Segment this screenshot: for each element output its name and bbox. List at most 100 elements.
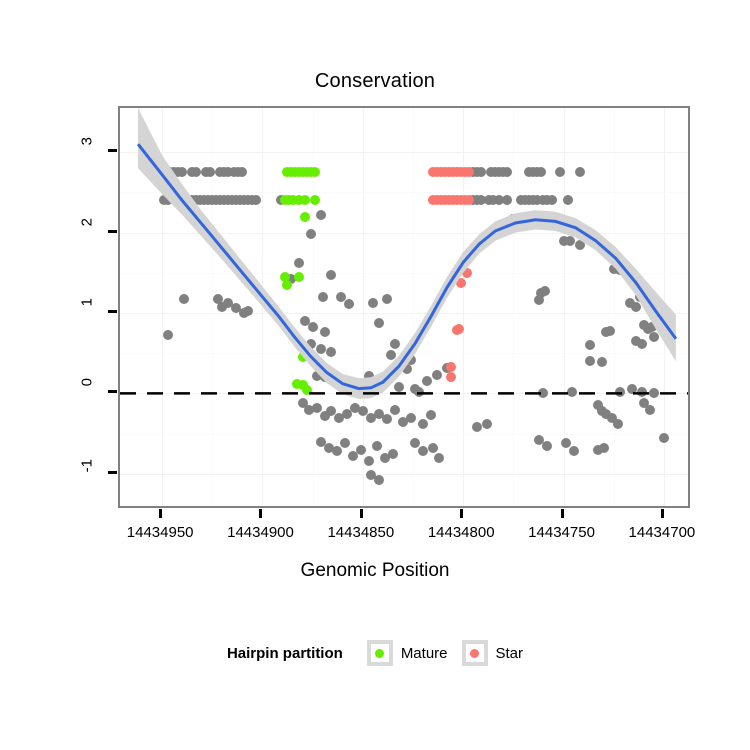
plot-area: [120, 108, 688, 506]
data-point-other: [377, 378, 388, 389]
x-tick-mark: [259, 509, 263, 518]
data-point-other: [634, 291, 645, 302]
data-point-other: [406, 412, 417, 423]
data-point-other: [315, 436, 326, 447]
data-point-other: [568, 446, 579, 457]
data-point-other: [598, 443, 609, 454]
data-point-mature: [299, 212, 310, 223]
data-point-mature: [293, 338, 304, 349]
legend-key: [366, 640, 393, 666]
gridline-vert: [262, 108, 264, 506]
data-point-other: [307, 322, 318, 333]
x-tick-label: 14434700: [628, 524, 696, 541]
x-tick-mark: [159, 509, 163, 518]
data-point-other: [542, 441, 553, 452]
x-tick-label: 14434750: [528, 524, 595, 541]
data-point-other: [428, 443, 439, 454]
data-point-other: [540, 286, 551, 297]
data-point-other: [418, 446, 429, 457]
data-point-other: [297, 398, 308, 409]
gridline-horz: [120, 232, 688, 234]
legend-label: Star: [495, 644, 524, 662]
data-point-other: [319, 410, 330, 421]
data-point-other: [508, 213, 519, 224]
y-tick-label: 0: [78, 378, 96, 387]
data-point-other: [626, 384, 637, 395]
x-tick-mark: [460, 509, 464, 518]
data-point-other: [638, 398, 649, 409]
data-point-other: [648, 388, 659, 399]
x-tick-label: 14434800: [427, 524, 495, 541]
data-point-other: [341, 408, 352, 419]
data-point-other: [191, 166, 202, 177]
gridline-horz: [120, 272, 688, 274]
data-point-other: [237, 166, 248, 177]
data-point-mature: [309, 195, 320, 206]
data-point-other: [410, 438, 421, 449]
x-tick-label: 14434900: [227, 524, 294, 541]
data-point-other: [574, 239, 585, 250]
legend-entry-star[interactable]: Star: [461, 640, 524, 666]
data-point-other: [620, 262, 631, 273]
data-point-other: [305, 338, 316, 349]
data-point-other: [349, 402, 360, 413]
y-tick-label: 3: [78, 137, 96, 146]
data-point-other: [177, 166, 188, 177]
data-point-other: [476, 166, 487, 177]
data-point-other: [365, 470, 376, 481]
data-point-mature: [293, 271, 304, 282]
data-point-other: [381, 294, 392, 305]
data-point-other: [614, 386, 625, 397]
data-point-other: [502, 195, 513, 206]
gridline-horz: [120, 152, 688, 154]
data-point-other: [315, 344, 326, 355]
data-point-other: [205, 166, 216, 177]
data-point-star: [464, 195, 475, 206]
data-point-other: [482, 418, 493, 429]
data-point-other: [325, 406, 336, 417]
data-point-star: [456, 278, 467, 289]
data-point-other: [333, 412, 344, 423]
data-point-other: [592, 444, 603, 455]
data-point-other: [339, 438, 350, 449]
legend-dot-icon: [470, 648, 479, 658]
chart-title: Conservation: [314, 70, 436, 92]
data-point-other: [343, 299, 354, 310]
legend-dot-icon: [375, 648, 385, 658]
x-tick-label: 14434850: [327, 524, 395, 541]
data-point-other: [426, 410, 437, 421]
data-point-star: [446, 361, 457, 372]
data-point-other: [363, 370, 374, 381]
data-point-other: [538, 388, 549, 399]
gridline-horz: [120, 393, 688, 395]
data-point-other: [373, 408, 384, 419]
data-point-other: [163, 329, 174, 340]
data-point-other: [472, 422, 483, 433]
data-point-other: [546, 195, 557, 206]
data-point-other: [357, 406, 368, 417]
data-point-star: [462, 267, 473, 278]
data-point-other: [347, 451, 358, 462]
data-point-other: [534, 435, 545, 446]
x-axis-title: Genomic Position: [300, 560, 450, 581]
data-point-other: [636, 338, 647, 349]
data-point-other: [305, 229, 316, 240]
gridline-horz: [120, 473, 688, 475]
data-point-mature: [281, 279, 292, 290]
data-point-mature: [297, 352, 308, 363]
data-point-other: [179, 293, 190, 304]
data-point-other: [414, 386, 425, 397]
data-point-other: [600, 409, 611, 420]
data-point-other: [564, 235, 575, 246]
data-point-other: [646, 322, 657, 333]
gridline-vert: [663, 108, 665, 506]
data-point-other: [311, 402, 322, 413]
data-point-star: [446, 372, 457, 383]
data-point-other: [293, 258, 304, 269]
data-point-other: [562, 195, 573, 206]
legend-entry-mature[interactable]: Mature: [366, 640, 448, 666]
data-point-other: [373, 317, 384, 328]
data-point-other: [317, 291, 328, 302]
gridline-horz: [120, 353, 688, 355]
x-tick-mark: [560, 509, 564, 518]
